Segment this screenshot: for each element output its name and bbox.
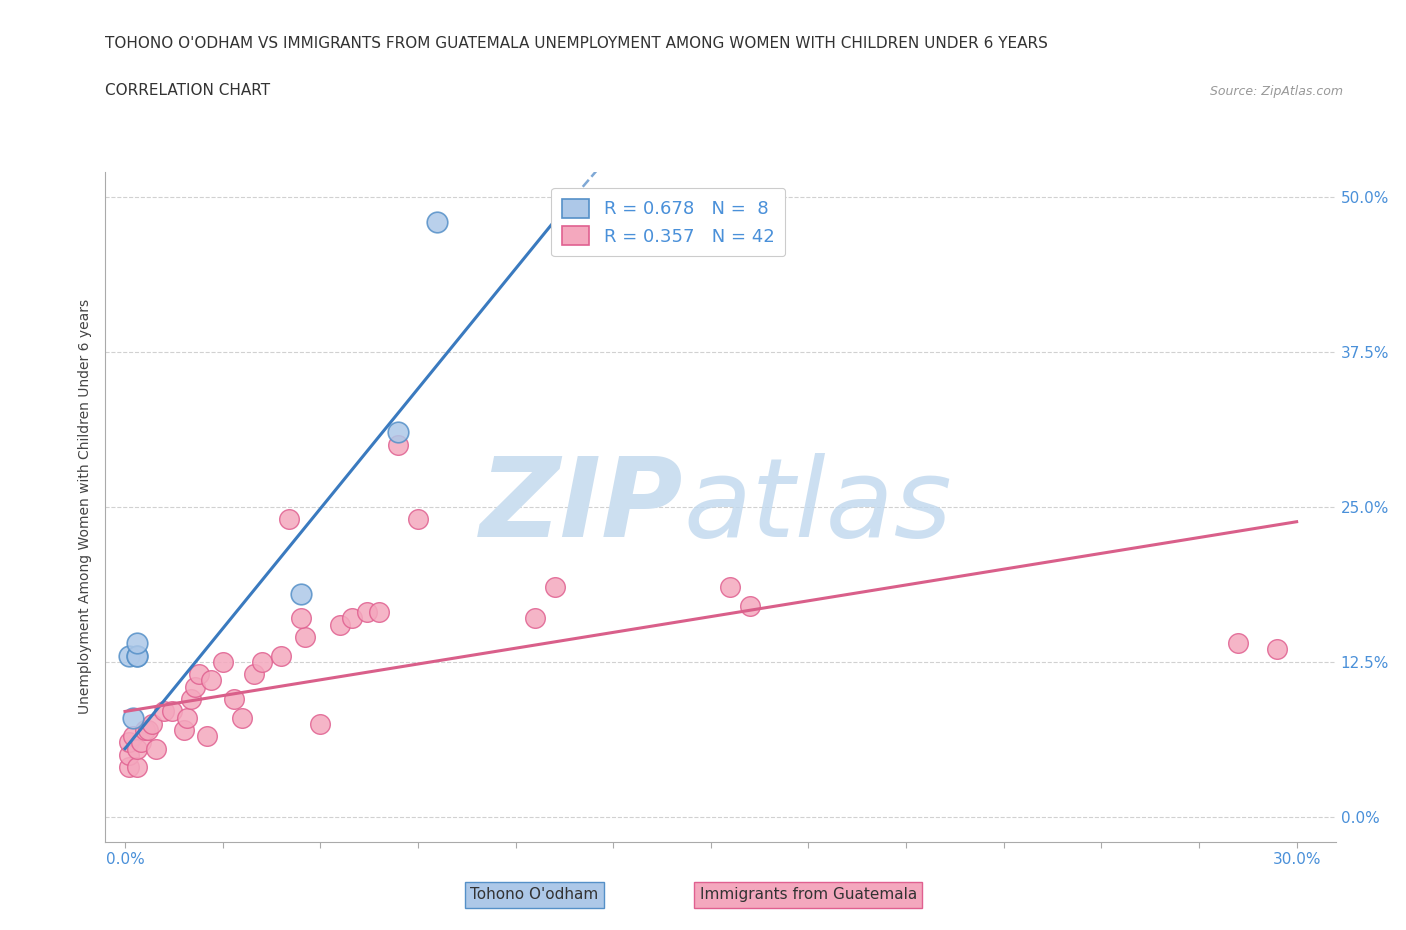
Point (309, 716, 332, 731)
Point (231, 711, 253, 725)
Point (195, 729, 218, 744)
Point (290, 586, 312, 601)
Point (173, 723, 195, 737)
Point (118, 760, 141, 775)
Point (145, 741, 167, 756)
Point (243, 667, 266, 682)
Point (180, 692, 202, 707)
Point (138, 723, 160, 737)
Point (426, 214, 449, 229)
Point (224, 692, 246, 707)
Point (176, 711, 198, 725)
Point (1227, 636, 1250, 651)
Point (387, 425, 409, 440)
Point (118, 748, 141, 763)
Legend: R = 0.678   N =  8, R = 0.357   N = 42: R = 0.678 N = 8, R = 0.357 N = 42 (551, 188, 785, 257)
Point (367, 604, 389, 619)
Text: Immigrants from Guatemala: Immigrants from Guatemala (700, 887, 917, 902)
Point (294, 630, 316, 644)
Point (387, 437, 409, 452)
Text: atlas: atlas (683, 453, 952, 561)
Text: ZIP: ZIP (481, 453, 683, 561)
Point (134, 723, 156, 737)
Point (188, 667, 211, 682)
Point (125, 741, 148, 756)
Point (125, 648, 148, 663)
Point (118, 648, 141, 663)
Text: Source: ZipAtlas.com: Source: ZipAtlas.com (1209, 85, 1343, 98)
Point (121, 729, 143, 744)
Point (543, 580, 565, 595)
Point (250, 655, 273, 670)
Y-axis label: Unemployment Among Women with Children Under 6 years: Unemployment Among Women with Children U… (79, 299, 93, 714)
Point (738, 599, 761, 614)
Point (406, 512, 429, 526)
Text: TOHONO O'ODHAM VS IMMIGRANTS FROM GUATEMALA UNEMPLOYMENT AMONG WOMEN WITH CHILDR: TOHONO O'ODHAM VS IMMIGRANTS FROM GUATEM… (105, 36, 1049, 51)
Point (270, 648, 292, 663)
Point (718, 580, 741, 595)
Point (125, 760, 148, 775)
Point (329, 618, 352, 632)
Point (129, 735, 152, 750)
Point (125, 648, 148, 663)
Point (1265, 642, 1288, 657)
Point (141, 716, 163, 731)
Point (200, 673, 222, 688)
Point (356, 604, 378, 619)
Point (524, 611, 547, 626)
Point (340, 611, 363, 626)
Point (160, 704, 183, 719)
Point (184, 679, 207, 694)
Point (153, 704, 176, 719)
Point (121, 711, 143, 725)
Point (211, 655, 233, 670)
Text: Tohono O'odham: Tohono O'odham (470, 887, 599, 902)
Point (125, 636, 148, 651)
Point (290, 611, 312, 626)
Text: CORRELATION CHART: CORRELATION CHART (105, 83, 270, 98)
Point (118, 735, 141, 750)
Point (278, 512, 301, 526)
